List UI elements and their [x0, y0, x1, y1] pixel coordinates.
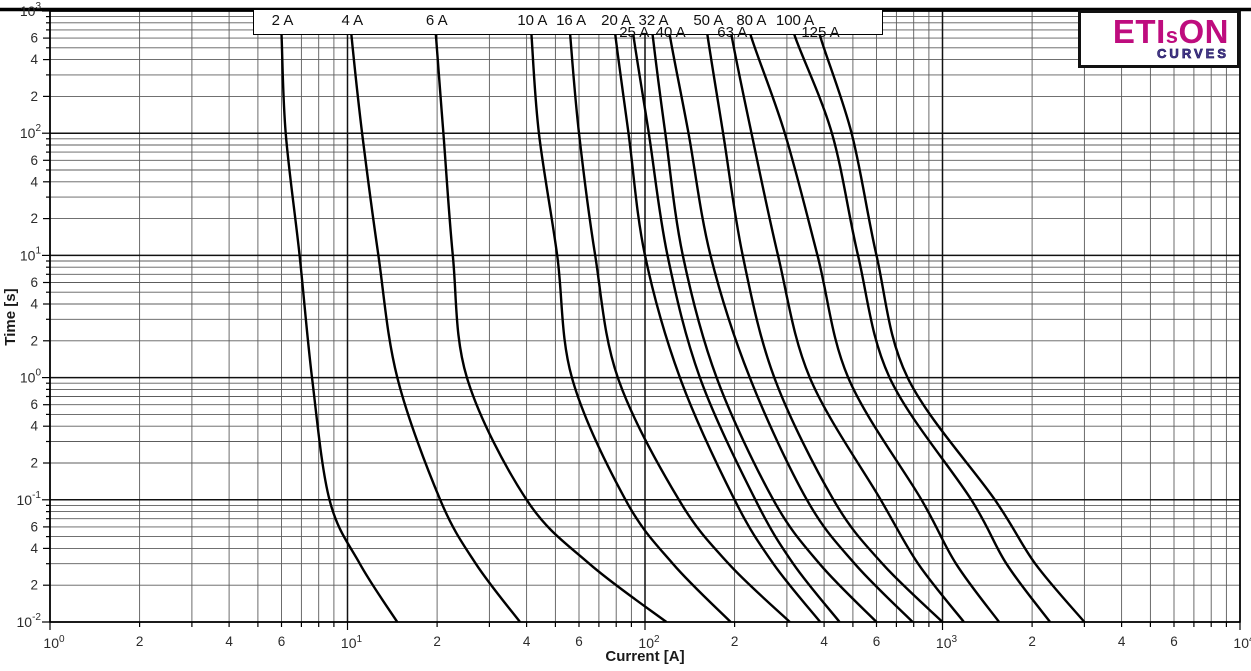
curve-4A [348, 11, 521, 622]
y-axis-title: Time [s] [2, 288, 19, 346]
curve-20A [612, 11, 822, 622]
svg-text:2: 2 [136, 634, 144, 649]
svg-text:103: 103 [936, 634, 958, 651]
curve-label-40A: 40 A [655, 24, 686, 41]
svg-text:4: 4 [30, 52, 38, 67]
logo-box: ETIsON CURVES [1078, 10, 1240, 68]
svg-text:4: 4 [30, 419, 38, 434]
curve-32A [649, 11, 878, 622]
curve-80A [746, 11, 1001, 622]
svg-text:101: 101 [341, 634, 363, 651]
curve-100A [789, 11, 1052, 622]
svg-text:6: 6 [30, 153, 38, 168]
svg-text:6: 6 [30, 31, 38, 46]
svg-text:6: 6 [30, 275, 38, 290]
curve-50A [704, 11, 944, 622]
svg-text:6: 6 [1170, 634, 1178, 649]
logo-brand-eti: ETI [1112, 13, 1166, 50]
svg-text:6: 6 [575, 634, 583, 649]
curve-label-box: 2 A 4 A 6 A 10 A 16 A 20 A 25 A 32 A 40 A 50 A 63 … [253, 9, 883, 40]
svg-text:4: 4 [1118, 634, 1126, 649]
curve-label-16A: 16 A [556, 12, 587, 29]
curve-2A [279, 11, 399, 622]
svg-text:4: 4 [30, 297, 38, 312]
svg-text:4: 4 [30, 174, 38, 189]
svg-text:2: 2 [30, 456, 38, 471]
logo-brand-on: ON [1178, 13, 1229, 50]
curve-label-25A: 25 A [619, 24, 650, 41]
curve-10A [528, 11, 732, 622]
svg-text:2: 2 [30, 211, 38, 226]
curve-label-80A: 80 A [736, 12, 767, 29]
svg-text:2: 2 [731, 634, 739, 649]
svg-text:2: 2 [30, 333, 38, 348]
x-axis-title: Current [A] [605, 648, 685, 665]
curve-40A [666, 11, 914, 622]
svg-text:103: 103 [20, 1, 42, 19]
svg-text:10-1: 10-1 [17, 490, 42, 508]
logo-brand: ETIsON [1081, 13, 1229, 50]
curve-63A [728, 11, 965, 622]
curve-16A [567, 11, 791, 622]
svg-text:4: 4 [30, 541, 38, 556]
curve-label-2A: 2 A [271, 12, 294, 29]
svg-text:2: 2 [30, 89, 38, 104]
axis-tick-labels: 100 2 4 6 101 2 4 6 102 2 4 6 103 2 4 6 104 103 2 4 6 102 2 4 6 1… [17, 1, 1251, 651]
axis-ticks [42, 10, 1241, 630]
svg-text:100: 100 [20, 368, 42, 386]
curve-6A [433, 11, 668, 622]
curve-label-63A: 63 A [717, 24, 748, 41]
svg-text:10-2: 10-2 [17, 612, 42, 630]
svg-text:6: 6 [278, 634, 286, 649]
logo-brand-s: s [1165, 23, 1179, 48]
svg-text:4: 4 [225, 634, 233, 649]
svg-text:6: 6 [873, 634, 881, 649]
svg-text:4: 4 [523, 634, 531, 649]
curve-label-100A: 100 A [775, 12, 815, 29]
plot-frame [0, 7, 1251, 623]
svg-text:101: 101 [20, 245, 42, 263]
curve-125A [815, 11, 1086, 622]
svg-text:104: 104 [1233, 634, 1251, 651]
curve-label-4A: 4 A [341, 12, 364, 29]
curve-label-32A: 32 A [638, 12, 669, 29]
svg-text:4: 4 [820, 634, 828, 649]
svg-text:2: 2 [433, 634, 441, 649]
svg-text:102: 102 [20, 123, 42, 141]
curve-label-20A: 20 A [601, 12, 632, 29]
curve-label-125A: 125 A [801, 24, 840, 41]
curve-label-50A: 50 A [693, 12, 724, 29]
svg-text:6: 6 [30, 397, 38, 412]
curves-group [279, 11, 1086, 622]
svg-text:2: 2 [30, 578, 38, 593]
curve-25A [630, 11, 841, 622]
logo-sub: CURVES [1157, 46, 1229, 62]
svg-text:2: 2 [1028, 634, 1036, 649]
curve-label-6A: 6 A [425, 12, 448, 29]
svg-text:100: 100 [43, 634, 65, 651]
svg-text:102: 102 [638, 634, 660, 651]
svg-text:6: 6 [30, 519, 38, 534]
curve-label-10A: 10 A [517, 12, 548, 29]
